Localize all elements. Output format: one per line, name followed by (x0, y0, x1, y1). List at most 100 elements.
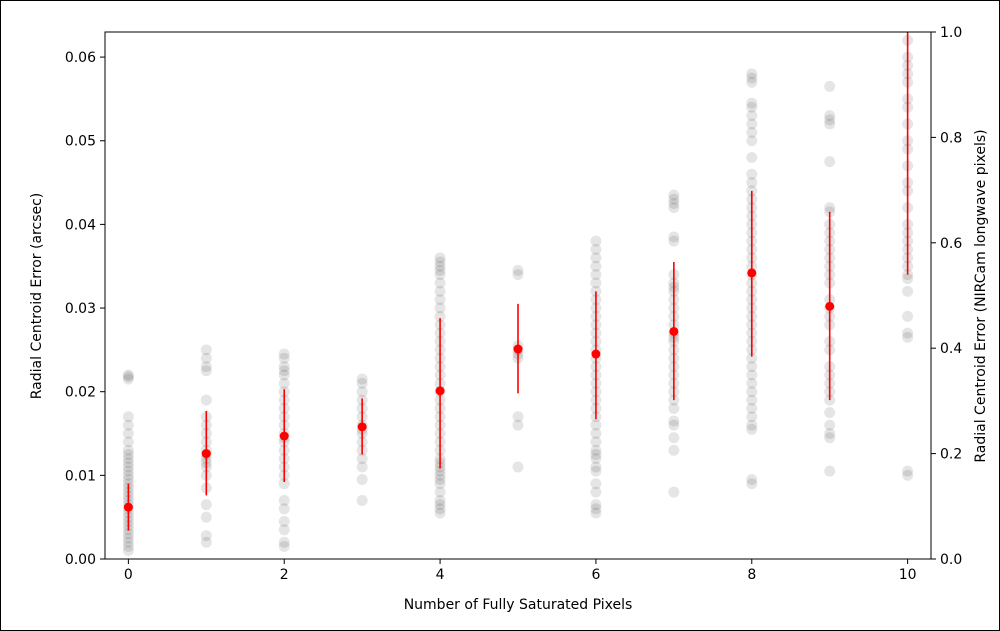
mean-marker (201, 449, 211, 459)
scatter-point (746, 177, 758, 189)
scatter-point (902, 469, 914, 481)
mean-marker (279, 431, 289, 441)
scatter-point (746, 101, 758, 113)
scatter-point (590, 448, 602, 460)
y-tick-label: 0.01 (65, 468, 96, 484)
scatter-point (824, 110, 836, 122)
scatter-point (902, 465, 914, 477)
scatter-point (122, 465, 134, 477)
scatter-point (590, 277, 602, 289)
scatter-point (746, 361, 758, 373)
scatter-point (278, 494, 290, 506)
x-tick-label: 8 (747, 567, 756, 583)
scatter-point (746, 126, 758, 138)
scatter-point (746, 76, 758, 88)
x-axis-label: Number of Fully Saturated Pixels (404, 597, 633, 613)
scatter-point (590, 478, 602, 490)
scatter-point (590, 486, 602, 498)
scatter-point (434, 503, 446, 515)
scatter-point (746, 135, 758, 147)
scatter-point (278, 524, 290, 536)
scatter-point (200, 365, 212, 377)
y2-tick-label: 0.6 (940, 236, 962, 252)
scatter-point (824, 118, 836, 130)
scatter-point (590, 419, 602, 431)
scatter-point (746, 97, 758, 109)
scatter-point (824, 407, 836, 419)
scatter-point (668, 415, 680, 427)
y-axis-label: Radial Centroid Error (arcsec) (29, 193, 45, 400)
mean-marker (669, 326, 679, 336)
scatter-point (200, 344, 212, 356)
mean-marker (435, 386, 445, 396)
scatter-point (356, 461, 368, 473)
scatter-point (278, 361, 290, 373)
scatter-point (746, 151, 758, 163)
scatter-point (122, 371, 134, 383)
scatter-point (122, 453, 134, 465)
scatter-point (746, 168, 758, 180)
scatter-point (668, 193, 680, 205)
scatter-point (356, 373, 368, 385)
scatter-point (746, 110, 758, 122)
scatter-point (590, 428, 602, 440)
scatter-point (122, 536, 134, 548)
scatter-point (746, 478, 758, 490)
y2-tick-label: 0.4 (940, 341, 962, 357)
x-tick-label: 2 (280, 567, 289, 583)
y-tick-label: 0.03 (65, 301, 96, 317)
y-tick-label: 0.04 (65, 217, 96, 233)
scatter-point (512, 411, 524, 423)
scatter-point (122, 428, 134, 440)
scatter-point (434, 285, 446, 297)
scatter-point (824, 156, 836, 168)
scatter-point (122, 545, 134, 557)
scatter-point (668, 444, 680, 456)
scatter-point (590, 453, 602, 465)
scatter-point (434, 277, 446, 289)
y2-tick-label: 0.8 (940, 130, 962, 146)
scatter-point (746, 72, 758, 84)
scatter-point (746, 369, 758, 381)
scatter-point (434, 494, 446, 506)
scatter-point (590, 235, 602, 247)
scatter-point (122, 474, 134, 486)
scatter-point (590, 503, 602, 515)
scatter-point (824, 114, 836, 126)
scatter-point (200, 511, 212, 523)
scatter-point (668, 202, 680, 214)
scatter-point (590, 260, 602, 272)
scatter-point (434, 469, 446, 481)
scatter-point (668, 402, 680, 414)
mean-marker (903, 7, 912, 16)
scatter-point (746, 423, 758, 435)
scatter-point (278, 478, 290, 490)
scatter-point (200, 536, 212, 548)
scatter-point (434, 294, 446, 306)
x-tick-label: 6 (591, 567, 600, 583)
scatter-point (668, 432, 680, 444)
scatter-point (590, 499, 602, 511)
scatter-point (824, 428, 836, 440)
x-tick-label: 0 (124, 567, 133, 583)
scatter-point (122, 532, 134, 544)
x-tick-label: 4 (436, 567, 445, 583)
scatter-point (512, 264, 524, 276)
scatter-point (278, 377, 290, 389)
scatter-point (746, 386, 758, 398)
scatter-point (122, 448, 134, 460)
scatter-point (746, 402, 758, 414)
scatter-point (512, 461, 524, 473)
scatter-point (746, 68, 758, 80)
scatter-point (590, 444, 602, 456)
scatter-point (356, 453, 368, 465)
scatter-point (278, 503, 290, 515)
scatter-point (434, 252, 446, 264)
scatter-point (824, 202, 836, 214)
scatter-point (278, 352, 290, 364)
scatter-point (746, 474, 758, 486)
scatter-point (668, 231, 680, 243)
scatter-point (434, 310, 446, 322)
scatter-point (746, 419, 758, 431)
mean-marker (123, 502, 133, 512)
